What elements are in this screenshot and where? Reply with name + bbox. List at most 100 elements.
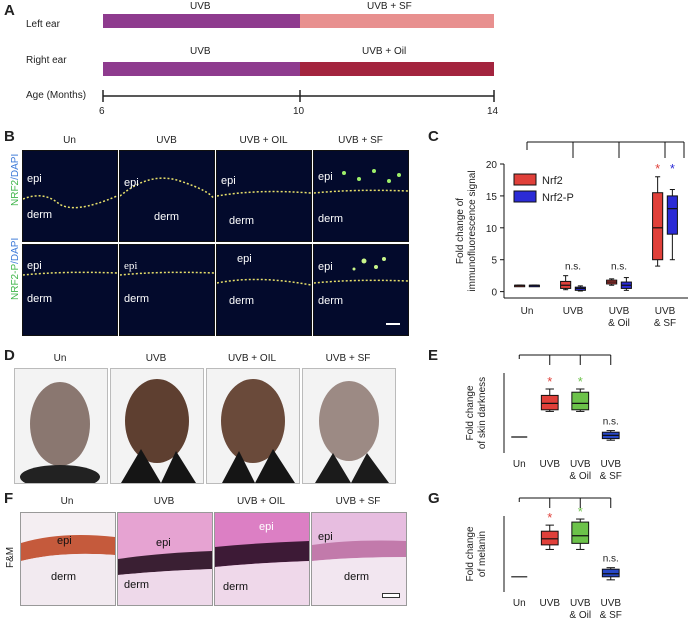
panel-g-letter: G <box>428 490 440 507</box>
e-xlabel-2-line1: UVB <box>570 459 591 470</box>
panel-e-letter: E <box>428 347 439 364</box>
f-col-uvb: UVB <box>153 496 175 507</box>
c-xlabel-0: Un <box>521 306 534 317</box>
micrograph-nrf2-uvb-sf: epi derm <box>313 150 409 242</box>
left-ear-uvb-bar <box>103 14 300 28</box>
ear-photo-uvb-sf <box>302 368 396 484</box>
left-ear-seg2-label: UVB + SF <box>367 1 412 12</box>
c-ytick-label-10: 10 <box>486 224 498 235</box>
e-xlabel-3-line2: & SF <box>600 471 622 482</box>
b-col-uvb-oil: UVB + OIL <box>239 135 288 146</box>
c-xlabel-1: UVB <box>563 306 584 317</box>
c-legend-swatch-nrf2p <box>513 190 537 203</box>
e-ylabel: Fold changeof skin darkness <box>465 377 488 449</box>
c-ytick-label-5: 5 <box>491 256 497 267</box>
chart-c-immunofluorescence: 0 5 10 15 20 Fold change ofimmunofluorescence… <box>455 141 688 329</box>
scale-bar <box>386 323 400 325</box>
e-xlabel-1: UVB <box>539 459 560 470</box>
age-axis <box>102 90 495 102</box>
micrograph-nrf2p-uvb-oil: epi derm <box>216 244 312 336</box>
c-ns-2: n.s. <box>611 261 627 272</box>
d-col-un: Un <box>53 353 67 364</box>
panel-f-letter: F <box>4 490 14 507</box>
micrograph-nrf2-uvb: epi derm <box>119 150 215 242</box>
e-box-2-box <box>571 391 590 411</box>
f-col-uvb-oil: UVB + OIL <box>236 496 286 507</box>
g-xlabel-2-line1: UVB <box>570 598 591 609</box>
e-box-1-box <box>540 394 559 411</box>
d-col-uvb: UVB <box>145 353 167 364</box>
g-xlabel-1: UVB <box>539 598 560 609</box>
d-col-uvb-sf: UVB + SF <box>325 353 371 364</box>
c-ylabel: Fold change ofimmunofluorescence signal <box>455 170 478 291</box>
ear-photo-un <box>14 368 108 484</box>
g-box-1-box <box>540 530 559 546</box>
panel-a-letter: A <box>4 2 15 19</box>
micrograph-nrf2-uvb-oil: epi derm <box>216 150 312 242</box>
e-star-uvb: * <box>547 374 552 389</box>
c-ytick-label-0: 0 <box>491 288 497 299</box>
histology-uvb: epi derm <box>117 512 213 606</box>
c-legend-label-nrf2p: Nrf2-P <box>542 192 574 204</box>
e-xlabel-2-line2: & Oil <box>569 471 591 482</box>
g-star-oil: * <box>578 504 583 519</box>
g-xlabel-3-line2: & SF <box>600 610 622 621</box>
age-tick-14: 14 <box>487 106 499 117</box>
b-row2-label: NRF2-P/DAPI <box>10 237 21 300</box>
c-star-nrf2: * <box>655 161 660 176</box>
f-col-un: Un <box>60 496 74 507</box>
age-axis-label: Age (Months) <box>26 90 87 101</box>
panel-d-letter: D <box>4 347 15 364</box>
c-xlabel-3-line2: & SF <box>654 318 676 329</box>
g-ns: n.s. <box>603 554 619 565</box>
micrograph-nrf2p-uvb-sf: epi derm <box>313 244 409 336</box>
e-ns: n.s. <box>603 417 619 428</box>
g-box-2-box <box>571 521 590 544</box>
histology-un: epi derm <box>20 512 116 606</box>
e-star-oil: * <box>578 374 583 389</box>
histology-uvb-sf: epi derm <box>311 512 407 606</box>
c-nrf2p-3-box <box>666 195 678 235</box>
g-ylabel: Fold changeof melanin <box>465 526 488 581</box>
ear-photo-uvb-oil <box>206 368 300 484</box>
e-xlabel-3-line1: UVB <box>600 459 621 470</box>
c-star-nrf2p: * <box>670 161 675 176</box>
d-col-uvb-oil: UVB + OIL <box>227 353 277 364</box>
scale-bar <box>382 593 400 598</box>
c-legend-label-nrf2: Nrf2 <box>542 175 563 187</box>
right-ear-oil-bar <box>300 62 494 76</box>
f-row-label: F&M <box>5 546 16 568</box>
right-ear-seg1-label: UVB <box>190 46 211 57</box>
g-xlabel-3-line1: UVB <box>600 598 621 609</box>
b-row1-label: NRF2/DAPI <box>10 153 21 206</box>
right-ear-seg2-label: UVB + Oil <box>362 46 407 57</box>
panel-c-letter: C <box>428 128 439 145</box>
c-xlabel-2-line2: & Oil <box>608 318 630 329</box>
left-ear-label: Left ear <box>26 19 60 30</box>
micrograph-nrf2p-un: epi derm <box>22 244 118 336</box>
panel-b-letter: B <box>4 128 15 145</box>
c-legend-swatch-nrf2 <box>513 173 537 186</box>
f-col-uvb-sf: UVB + SF <box>335 496 381 507</box>
g-xlabel-0: Un <box>513 598 526 609</box>
g-xlabel-2-line2: & Oil <box>569 610 591 621</box>
ear-photo-uvb <box>110 368 204 484</box>
e-xlabel-0: Un <box>513 459 526 470</box>
age-tick-10: 10 <box>293 106 305 117</box>
g-box-3-box <box>601 568 620 578</box>
left-ear-sf-bar <box>300 14 494 28</box>
right-ear-uvb-bar <box>103 62 300 76</box>
b-col-uvb: UVB <box>156 135 177 146</box>
c-ytick-label-15: 15 <box>486 192 498 203</box>
right-ear-label: Right ear <box>26 55 67 66</box>
left-ear-seg1-label: UVB <box>190 1 211 12</box>
g-star-uvb: * <box>547 510 552 525</box>
b-col-uvb-sf: UVB + SF <box>338 135 383 146</box>
c-xlabel-3-line1: UVB <box>655 306 676 317</box>
micrograph-nrf2-un: epi derm <box>22 150 118 242</box>
c-ns-1: n.s. <box>565 261 581 272</box>
micrograph-nrf2p-uvb: epi derm <box>119 244 215 336</box>
b-col-un: Un <box>63 135 76 146</box>
